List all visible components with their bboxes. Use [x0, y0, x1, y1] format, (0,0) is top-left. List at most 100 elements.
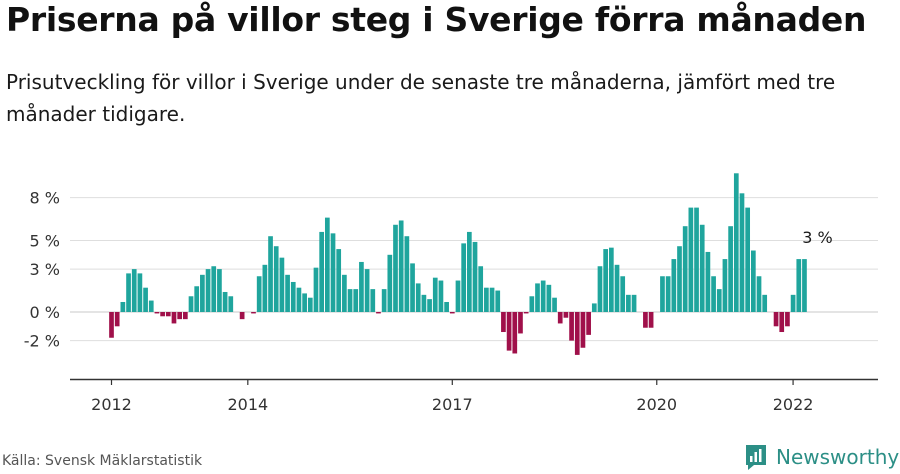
bar — [114, 312, 120, 327]
bar — [398, 220, 404, 312]
bar — [381, 289, 387, 312]
bar — [427, 299, 432, 312]
y-axis-labels: 8 % 5 % 3 % 0 % -2 % — [24, 189, 60, 351]
bar — [597, 266, 603, 312]
bar — [512, 312, 518, 354]
bar — [228, 296, 234, 312]
bar — [802, 259, 807, 312]
x-tick-label: 2014 — [227, 395, 268, 414]
chart-title: Priserna på villor steg i Sverige förra … — [6, 0, 867, 39]
bar — [165, 312, 171, 317]
bar — [603, 249, 609, 312]
bar — [319, 231, 325, 312]
bar — [217, 269, 222, 312]
y-tick-label: 8 % — [30, 189, 60, 208]
bar — [711, 276, 716, 312]
bar — [694, 207, 699, 312]
bar — [608, 247, 614, 312]
bar — [660, 276, 665, 312]
bar — [643, 312, 648, 328]
bar — [756, 276, 762, 312]
bar — [251, 312, 256, 314]
bar — [171, 312, 177, 324]
bar — [620, 276, 626, 312]
bar — [586, 312, 591, 335]
bar — [546, 284, 552, 312]
bar — [461, 243, 467, 312]
bar — [472, 241, 478, 312]
x-tick-label: 2022 — [773, 395, 814, 414]
bar — [330, 233, 336, 312]
bar — [501, 312, 506, 333]
bar — [523, 312, 529, 314]
bar — [739, 193, 745, 312]
bar — [688, 207, 694, 312]
bar — [296, 287, 302, 312]
bar — [716, 289, 722, 312]
bars — [109, 173, 807, 355]
bar — [370, 289, 376, 312]
bar — [495, 290, 501, 312]
x-tick-label: 2012 — [91, 395, 132, 414]
bar — [540, 280, 546, 312]
bar — [188, 296, 194, 312]
bar — [262, 264, 268, 312]
bar — [563, 312, 569, 318]
bar — [466, 231, 472, 312]
bar — [773, 312, 779, 327]
last-value-label: 3 % — [802, 228, 832, 247]
y-tick-label: 5 % — [30, 232, 60, 251]
bar — [364, 269, 370, 312]
bar — [665, 276, 671, 312]
bar — [126, 273, 131, 312]
bar — [342, 274, 347, 312]
bar — [455, 280, 461, 312]
newsworthy-logo-text: Newsworthy — [776, 445, 900, 469]
bar — [574, 312, 580, 355]
bar — [347, 289, 353, 312]
bar — [535, 283, 540, 312]
bar — [722, 259, 728, 312]
bar — [120, 301, 126, 312]
bar — [415, 283, 421, 312]
bar — [211, 266, 217, 312]
bar — [290, 281, 296, 312]
bar — [421, 294, 427, 312]
bar — [404, 236, 410, 312]
bar — [705, 251, 711, 312]
bar — [626, 294, 631, 312]
bar — [444, 301, 449, 312]
bar — [762, 294, 768, 312]
bar — [410, 263, 415, 312]
bar — [506, 312, 512, 351]
bar — [785, 312, 790, 327]
bar — [148, 300, 154, 312]
bar — [484, 287, 489, 312]
bar — [529, 296, 535, 312]
bar — [699, 224, 705, 312]
bar — [728, 226, 733, 312]
bar — [160, 312, 165, 317]
bar — [733, 173, 739, 312]
bar — [745, 207, 751, 312]
chart-subtitle: Prisutveckling för villor i Sverige unde… — [6, 70, 836, 126]
bar — [285, 274, 290, 312]
bar — [557, 312, 563, 324]
bar — [614, 264, 620, 312]
bar — [273, 246, 279, 312]
bar — [182, 312, 188, 320]
bar — [353, 289, 359, 312]
bar — [671, 259, 677, 312]
annotations: 3 % — [802, 228, 832, 247]
newsworthy-logo[interactable]: Newsworthy — [744, 443, 899, 471]
bar — [779, 312, 785, 333]
bar — [518, 312, 523, 334]
bar — [750, 250, 756, 312]
bar — [143, 287, 148, 312]
bar — [591, 303, 597, 312]
bar — [580, 312, 586, 348]
bar — [796, 259, 802, 312]
bar — [677, 246, 682, 312]
bar — [268, 236, 273, 312]
